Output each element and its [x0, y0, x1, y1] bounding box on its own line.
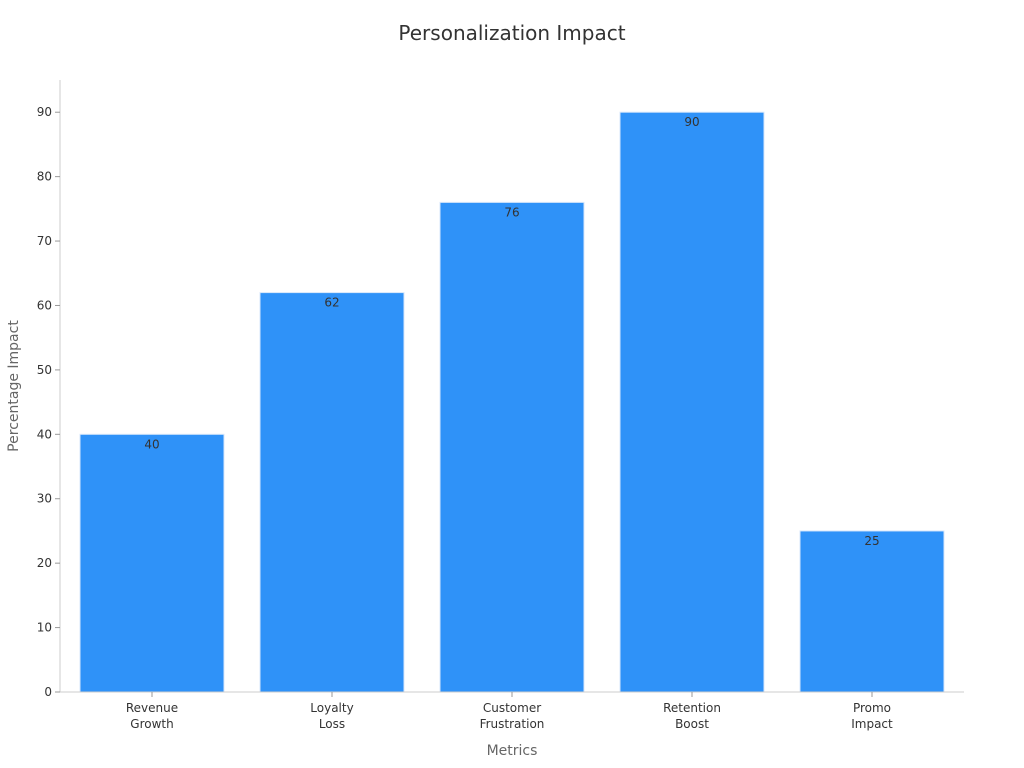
bars-layer	[79, 111, 945, 693]
bar-value-label: 76	[504, 205, 519, 219]
x-tick-label-line: Impact	[851, 717, 893, 731]
x-tick-label: Retention Boost	[663, 701, 721, 731]
x-axis: Revenue Growth Loyalty Loss Customer Frustrat…	[60, 691, 964, 731]
x-tick-label: Customer Frustration	[480, 701, 545, 731]
y-tick-label: 20	[37, 556, 52, 570]
x-tick-label: Promo Impact	[851, 701, 893, 731]
y-tick-label: 50	[37, 363, 52, 377]
x-tick-label-line: Loss	[319, 717, 345, 731]
x-tick-label: Loyalty Loss	[310, 701, 353, 731]
bar-value-labels: 40 62 76 90 25	[144, 115, 879, 548]
bar	[259, 292, 405, 693]
x-tick-label-line: Revenue	[126, 701, 178, 715]
bar	[799, 530, 945, 693]
x-tick-label-line: Boost	[675, 717, 709, 731]
x-tick-label-line: Retention	[663, 701, 721, 715]
bar-value-label: 25	[864, 534, 879, 548]
y-tick-label: 10	[37, 621, 52, 635]
y-tick-label: 70	[37, 234, 52, 248]
y-tick-label: 60	[37, 298, 52, 312]
x-tick-label-line: Growth	[130, 717, 173, 731]
x-axis-title: Metrics	[487, 743, 538, 759]
y-axis: 0 10 20 30 40 50 60 70 80 90	[37, 80, 61, 699]
x-tick-label-line: Customer	[483, 701, 541, 715]
x-tick-label: Revenue Growth	[126, 701, 178, 731]
y-axis-title: Percentage Impact	[6, 320, 22, 452]
bar	[79, 433, 225, 693]
bar	[619, 111, 765, 693]
y-tick-label: 0	[44, 685, 52, 699]
bar	[439, 201, 585, 693]
y-tick-label: 90	[37, 105, 52, 119]
y-tick-label: 80	[37, 170, 52, 184]
bar-value-label: 40	[144, 437, 159, 451]
x-tick-label-line: Frustration	[480, 717, 545, 731]
y-tick-label: 30	[37, 492, 52, 506]
x-tick-label-line: Promo	[853, 701, 891, 715]
y-tick-label: 40	[37, 427, 52, 441]
bar-value-label: 62	[324, 296, 339, 310]
bar-value-label: 90	[684, 115, 699, 129]
chart-title: Personalization Impact	[398, 21, 625, 45]
x-tick-label-line: Loyalty	[310, 701, 353, 715]
